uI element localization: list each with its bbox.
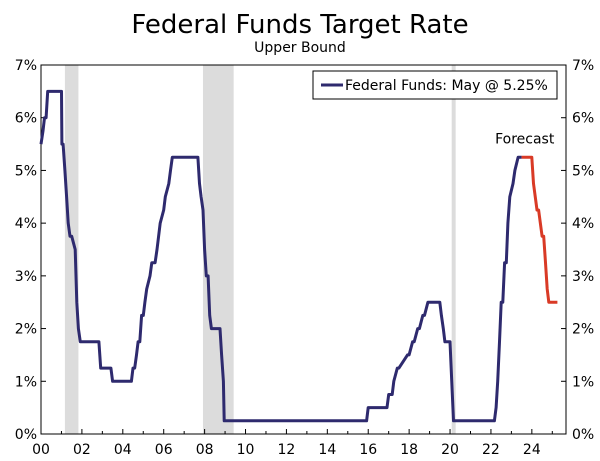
- x-tick-label-4: 08: [196, 442, 214, 458]
- y-tick-label-left-5: 5%: [15, 163, 37, 179]
- series-line-0: [39, 89, 522, 423]
- x-tick-label-3: 06: [155, 442, 173, 458]
- y-tick-label-left-0: 0%: [15, 427, 37, 443]
- y-tick-label-left-7: 7%: [15, 58, 37, 74]
- legend-label: Federal Funds: May @ 5.25%: [345, 78, 548, 94]
- series-line-1: [521, 155, 558, 304]
- x-tick-label-11: 22: [482, 442, 500, 458]
- x-tick-label-12: 24: [523, 442, 541, 458]
- plot-frame: [40, 64, 567, 435]
- annotation-label-0: Forecast: [495, 131, 555, 147]
- y-tick-label-right-4: 4%: [572, 216, 594, 232]
- x-tick-label-1: 02: [73, 442, 91, 458]
- y-tick-label-left-4: 4%: [15, 216, 37, 232]
- chart-title: Federal Funds Target Rate: [131, 10, 469, 40]
- y-tick-label-right-6: 6%: [572, 111, 594, 127]
- y-tick-label-right-7: 7%: [572, 58, 594, 74]
- recession-band-2: [451, 65, 456, 434]
- y-tick-label-left-6: 6%: [15, 111, 37, 127]
- y-tick-label-left-3: 3%: [15, 269, 37, 285]
- y-tick-label-left-2: 2%: [15, 322, 37, 338]
- x-tick-label-9: 18: [400, 442, 418, 458]
- x-tick-label-7: 14: [318, 442, 336, 458]
- x-tick-label-2: 04: [114, 442, 132, 458]
- x-tick-label-10: 20: [441, 442, 459, 458]
- chart-subtitle: Upper Bound: [254, 40, 346, 56]
- y-tick-label-right-0: 0%: [572, 427, 594, 443]
- y-tick-label-right-5: 5%: [572, 163, 594, 179]
- y-tick-label-left-1: 1%: [15, 374, 37, 390]
- x-tick-label-8: 16: [359, 442, 377, 458]
- y-tick-label-right-2: 2%: [572, 322, 594, 338]
- x-tick-label-0: 00: [32, 442, 50, 458]
- legend-box: [312, 70, 558, 100]
- y-tick-label-right-3: 3%: [572, 269, 594, 285]
- recession-band-0: [64, 65, 79, 434]
- recession-band-1: [202, 65, 234, 434]
- y-tick-label-right-1: 1%: [572, 374, 594, 390]
- x-tick-label-6: 12: [278, 442, 296, 458]
- x-tick-label-5: 10: [237, 442, 255, 458]
